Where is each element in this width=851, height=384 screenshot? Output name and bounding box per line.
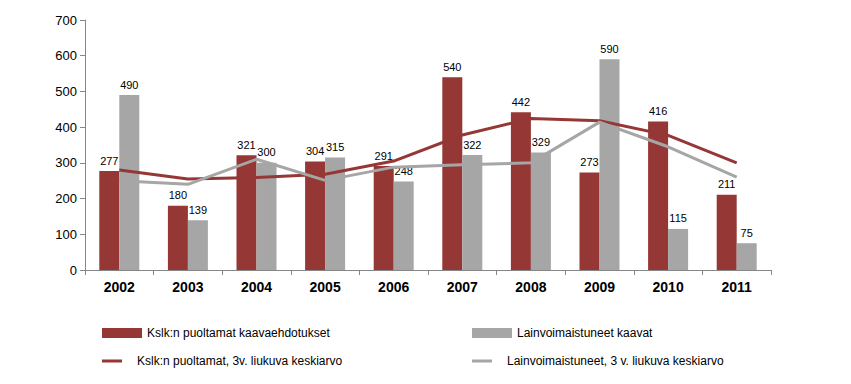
svg-text:2011: 2011 (722, 279, 753, 295)
svg-text:2005: 2005 (310, 279, 341, 295)
svg-text:Lainvoimaistuneet kaavat: Lainvoimaistuneet kaavat (517, 326, 653, 340)
svg-text:Kslk:n puoltamat, 3v. liukuva: Kslk:n puoltamat, 3v. liukuva keskiarvo (137, 354, 343, 368)
svg-text:304: 304 (306, 145, 324, 157)
svg-text:590: 590 (600, 43, 618, 55)
svg-text:300: 300 (55, 155, 77, 170)
svg-text:500: 500 (55, 84, 77, 99)
svg-text:322: 322 (463, 139, 481, 151)
svg-text:115: 115 (669, 212, 687, 224)
svg-text:540: 540 (443, 61, 461, 73)
svg-text:700: 700 (55, 13, 77, 28)
svg-text:416: 416 (649, 105, 667, 117)
svg-text:2008: 2008 (515, 279, 546, 295)
svg-text:211: 211 (718, 178, 736, 190)
svg-text:200: 200 (55, 191, 77, 206)
svg-text:180: 180 (169, 189, 187, 201)
svg-text:329: 329 (532, 136, 550, 148)
svg-text:2003: 2003 (172, 279, 203, 295)
svg-text:Kslk:n puoltamat kaavaehdotuks: Kslk:n puoltamat kaavaehdotukset (147, 326, 330, 340)
svg-text:139: 139 (189, 204, 207, 216)
svg-text:273: 273 (580, 156, 598, 168)
svg-text:100: 100 (55, 227, 77, 242)
svg-text:2010: 2010 (653, 279, 684, 295)
svg-text:2004: 2004 (241, 279, 272, 295)
svg-text:277: 277 (100, 155, 118, 167)
svg-text:2009: 2009 (584, 279, 615, 295)
svg-text:0: 0 (70, 263, 77, 278)
svg-text:300: 300 (257, 146, 275, 158)
svg-text:490: 490 (120, 79, 138, 91)
svg-text:321: 321 (237, 139, 255, 151)
svg-text:400: 400 (55, 120, 77, 135)
svg-text:442: 442 (512, 96, 530, 108)
svg-text:2007: 2007 (447, 279, 478, 295)
svg-text:2002: 2002 (104, 279, 135, 295)
svg-text:248: 248 (394, 164, 413, 177)
svg-text:Lainvoimaistuneet, 3 v. liukuv: Lainvoimaistuneet, 3 v. liukuva keskiarv… (507, 354, 724, 368)
svg-text:315: 315 (326, 141, 344, 153)
svg-text:2006: 2006 (378, 279, 409, 295)
svg-text:75: 75 (741, 227, 753, 239)
svg-text:291: 291 (375, 150, 393, 162)
svg-text:600: 600 (55, 48, 77, 63)
